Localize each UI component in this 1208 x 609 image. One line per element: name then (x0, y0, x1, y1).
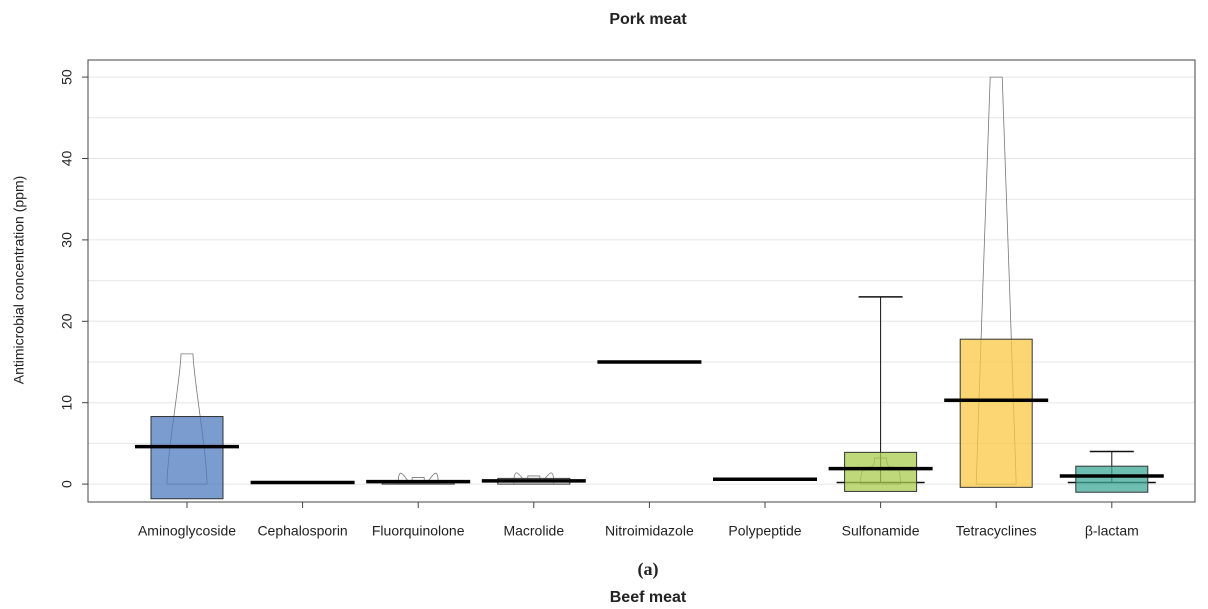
box (844, 451, 918, 492)
y-tick-label: 40 (59, 150, 75, 166)
x-tick-label: Nitroimidazole (605, 523, 694, 539)
y-tick-label: 50 (59, 69, 75, 85)
x-tick-label: Polypeptide (728, 523, 801, 539)
violin (513, 472, 555, 485)
plot-frame (87, 59, 1196, 503)
box (959, 338, 1033, 488)
next-title: Beef meat (610, 589, 687, 606)
x-tick-label: Macrolide (503, 523, 564, 539)
y-tick-label: 0 (59, 480, 75, 488)
y-tick-label: 10 (59, 395, 75, 411)
x-tick-label: Aminoglycoside (138, 523, 236, 539)
box (1075, 465, 1149, 493)
y-axis-label: Antimicrobial concentration (ppm) (11, 176, 27, 385)
x-tick-label: Fluorquinolone (372, 523, 465, 539)
y-tick-label: 30 (59, 232, 75, 248)
x-tick-label: Tetracyclines (956, 523, 1037, 539)
chart-title: Pork meat (609, 11, 687, 28)
box (150, 416, 224, 500)
y-tick-label: 20 (59, 313, 75, 329)
violin (397, 472, 439, 485)
x-tick-label: β-lactam (1085, 523, 1139, 539)
caption: (a) (638, 559, 659, 580)
x-tick-label: Sulfonamide (842, 523, 920, 539)
x-tick-label: Cephalosporin (257, 523, 347, 539)
